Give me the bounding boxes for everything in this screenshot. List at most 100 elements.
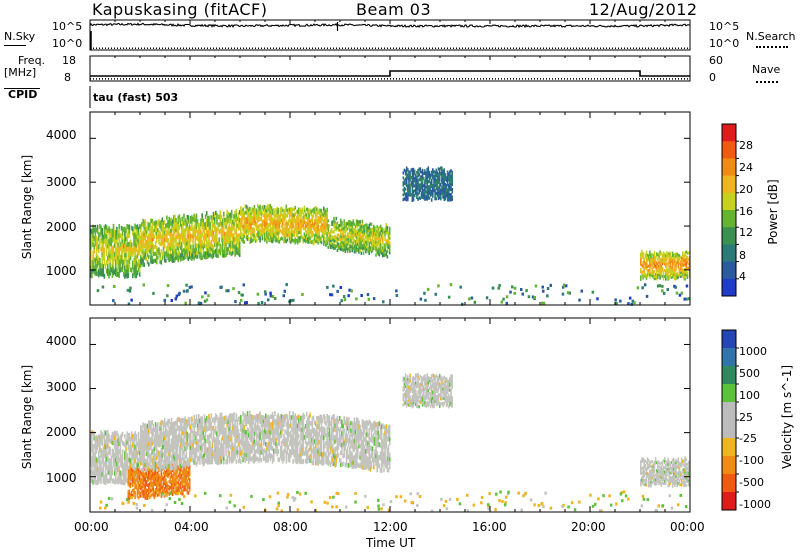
- power-cell: [427, 191, 430, 195]
- velocity-cell: [132, 484, 134, 488]
- power-cell: [124, 248, 126, 253]
- power-cell: [295, 219, 298, 223]
- power-cell: [655, 277, 658, 281]
- power-cell: [282, 208, 284, 212]
- velocity-cell: [166, 491, 168, 495]
- power-cell: [149, 245, 151, 250]
- power-cell: [166, 215, 168, 220]
- velocity-cell: [165, 465, 167, 469]
- power-cell: [134, 273, 136, 279]
- power-cell: [96, 241, 99, 247]
- power-cell: [358, 228, 360, 232]
- velocity-cell: [148, 478, 150, 482]
- power-cell: [357, 234, 359, 238]
- power-cell: [341, 247, 343, 251]
- power-cell: [223, 234, 225, 239]
- power-cell: [108, 247, 110, 253]
- velocity-cell: [117, 433, 119, 439]
- power-cell: [107, 263, 109, 268]
- velocity-cell: [151, 436, 153, 442]
- power-cell: [202, 228, 205, 233]
- velocity-cell: [185, 453, 188, 458]
- velocity-cell: [127, 472, 130, 476]
- power-cell: [141, 257, 143, 262]
- power-cell: [204, 221, 207, 227]
- power-cell: [305, 216, 308, 220]
- power-cell: [90, 273, 92, 278]
- power-cell: [370, 250, 373, 254]
- power-cell: [271, 239, 274, 244]
- power-cell: [205, 234, 208, 240]
- power-cell: [438, 170, 441, 174]
- velocity-cell: [146, 427, 149, 433]
- velocity-cell: [179, 426, 182, 432]
- velocity-cell: [182, 430, 184, 436]
- power-cell: [249, 213, 251, 217]
- power-cell: [655, 272, 658, 276]
- velocity-cell: [145, 436, 148, 441]
- power-cell: [312, 238, 315, 243]
- power-cell: [123, 239, 125, 245]
- power-cell: [224, 221, 226, 226]
- power-cell: [665, 262, 667, 266]
- power-cell: [255, 216, 258, 220]
- velocity-cell: [141, 478, 143, 482]
- velocity-cell: [163, 474, 166, 478]
- power-speckle: [269, 291, 272, 295]
- power-cell: [223, 226, 225, 232]
- velocity-cell: [105, 456, 108, 462]
- power-cell: [257, 216, 259, 220]
- velocity-cell: [187, 442, 190, 447]
- velocity-cell: [98, 458, 100, 464]
- velocity-cell: [186, 464, 189, 469]
- power-cell: [443, 173, 445, 177]
- velocity-cell: [185, 426, 188, 432]
- velocity-cell: [158, 483, 160, 487]
- power-cell: [249, 222, 251, 226]
- power-cell: [310, 212, 313, 217]
- power-cell: [273, 210, 275, 214]
- power-cell: [309, 225, 311, 229]
- power-cell: [645, 255, 648, 259]
- velocity-cell: [119, 444, 122, 449]
- velocity-cell: [186, 461, 189, 467]
- power-cell: [340, 242, 342, 246]
- power-cell: [179, 237, 182, 243]
- power-cell: [255, 222, 258, 226]
- power-cell: [137, 243, 140, 248]
- velocity-cell: [129, 445, 132, 451]
- power-cell: [655, 275, 658, 279]
- velocity-cell: [168, 463, 170, 469]
- velocity-cell: [123, 476, 125, 482]
- velocity-cell: [168, 427, 170, 432]
- power-cell: [92, 233, 94, 239]
- power-cell: [384, 253, 386, 257]
- power-cell: [290, 207, 292, 211]
- power-cell: [90, 236, 92, 242]
- velocity-cell: [185, 446, 188, 451]
- power-cell: [684, 258, 686, 262]
- power-cell: [120, 254, 123, 260]
- velocity-cell: [152, 431, 155, 437]
- power-cell: [132, 226, 134, 232]
- power-cell: [436, 173, 439, 177]
- velocity-cell: [107, 443, 109, 449]
- power-cell: [158, 236, 160, 241]
- power-cell: [387, 241, 390, 245]
- power-cell: [221, 245, 224, 250]
- velocity-cell: [185, 488, 188, 492]
- power-cell: [228, 216, 231, 222]
- power-cell: [235, 246, 238, 251]
- power-cell: [248, 211, 250, 215]
- velocity-cell: [95, 457, 98, 463]
- power-cell: [665, 256, 667, 260]
- power-cell: [417, 179, 419, 183]
- power-cell: [217, 241, 219, 247]
- velocity-cell: [113, 439, 116, 445]
- power-cell: [316, 230, 318, 235]
- power-cell: [366, 238, 368, 242]
- velocity-cell: [157, 473, 159, 477]
- power-cell: [260, 211, 263, 216]
- velocity-cell: [166, 432, 168, 438]
- power-cell: [105, 251, 108, 257]
